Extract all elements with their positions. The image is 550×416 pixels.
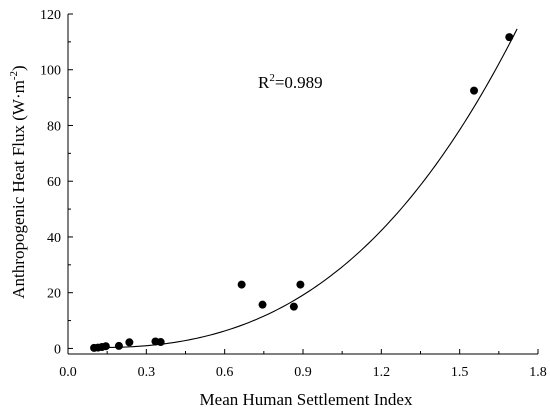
y-tick-label: 40: [47, 231, 61, 246]
r-squared-annotation: R2=0.989: [258, 72, 323, 92]
axes: 0.0 0.3 0.6 0.9 1.2 1.5 1.8 0 20 40 60 80 100 120: [40, 8, 547, 380]
y-axis-title: Anthropogenic Heat Flux (W·m-2): [8, 65, 28, 298]
x-ticks: 0.0 0.3 0.6 0.9 1.2 1.5 1.8: [59, 349, 547, 380]
y-ticks: 0 20 40 60 80 100 120: [40, 8, 73, 357]
y-tick-label: 60: [47, 175, 61, 190]
x-tick-label: 0.0: [59, 365, 77, 380]
data-point: [125, 338, 134, 347]
data-point: [258, 300, 267, 309]
x-tick-label: 1.2: [373, 365, 391, 380]
data-points: [90, 33, 514, 352]
data-point: [237, 280, 246, 289]
data-point: [156, 338, 165, 347]
fit-curve: [94, 28, 518, 349]
x-tick-label: 0.6: [216, 365, 234, 380]
data-point: [114, 341, 123, 350]
data-point: [101, 342, 110, 351]
y-tick-label: 0: [54, 342, 61, 357]
x-axis-title: Mean Human Settlement Index: [200, 390, 413, 409]
y-tick-label: 20: [47, 287, 61, 302]
x-tick-label: 0.3: [138, 365, 156, 380]
y-tick-label: 120: [40, 8, 61, 23]
data-point: [505, 33, 514, 42]
y-tick-label: 80: [47, 119, 61, 134]
data-point: [296, 280, 305, 289]
y-tick-label: 100: [40, 64, 61, 79]
x-tick-label: 1.8: [529, 365, 547, 380]
data-point: [470, 86, 479, 95]
data-point: [289, 302, 298, 311]
x-tick-label: 1.5: [451, 365, 469, 380]
x-tick-label: 0.9: [294, 365, 312, 380]
